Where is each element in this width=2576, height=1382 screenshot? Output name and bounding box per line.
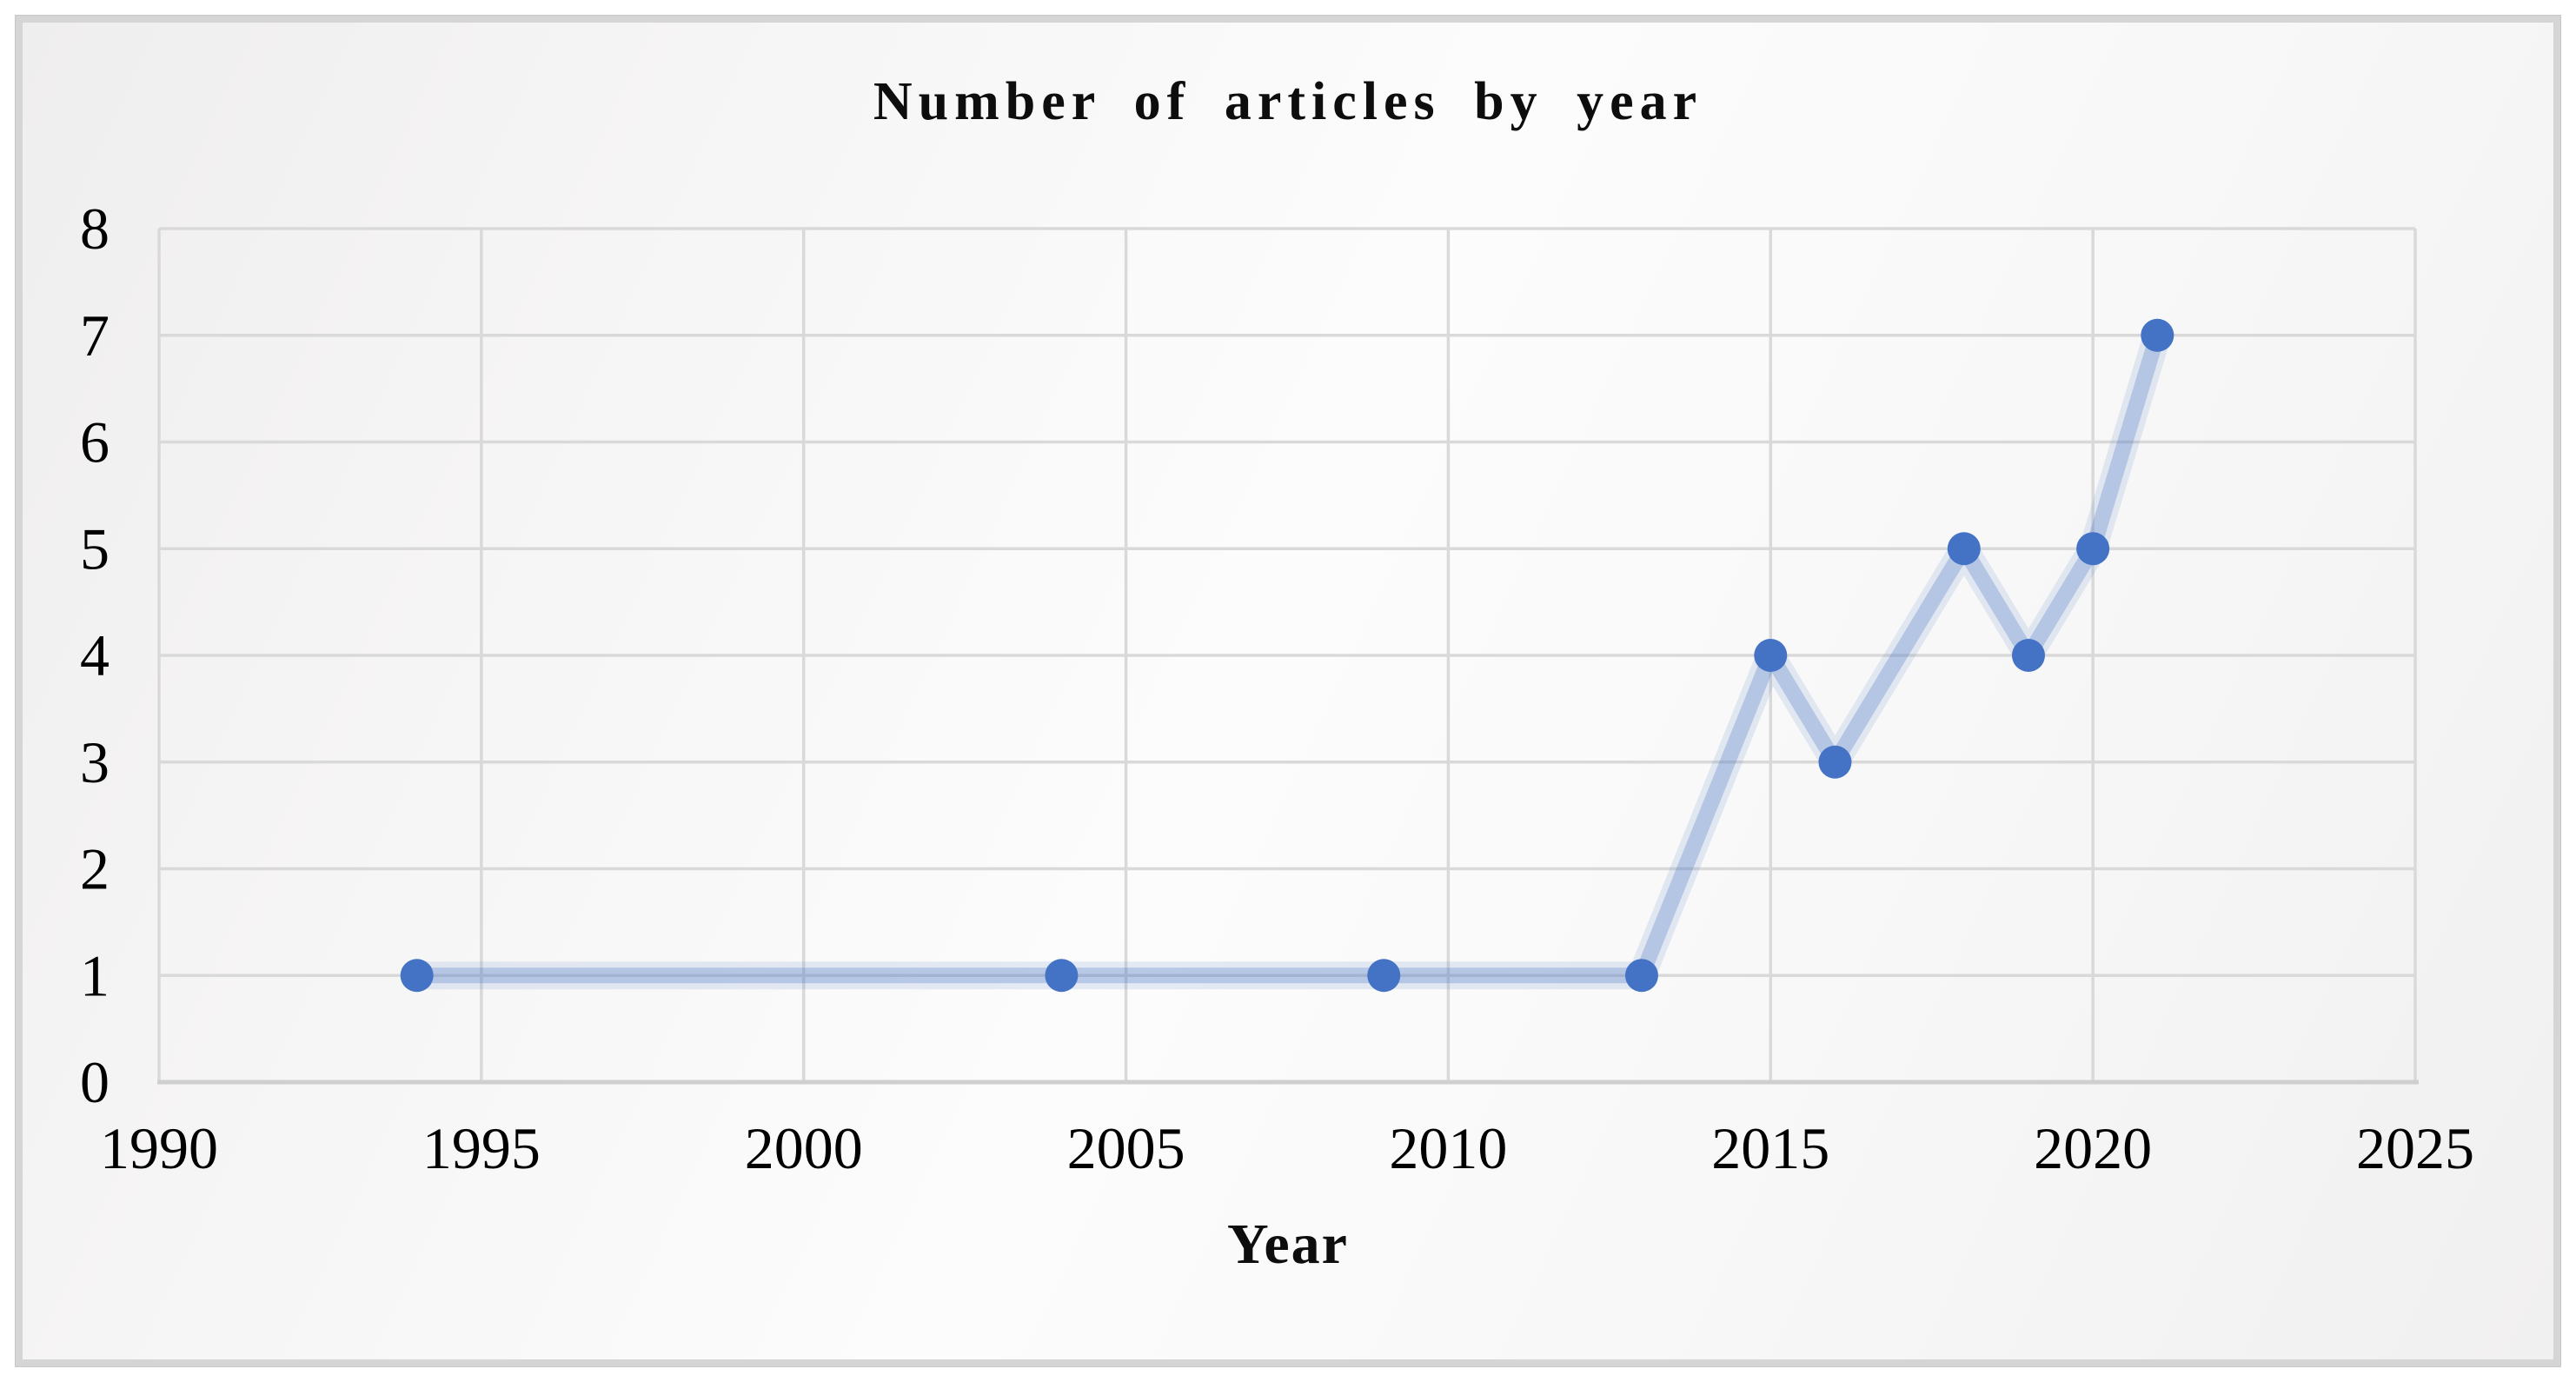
y-tick-label-6: 6 — [80, 409, 110, 475]
chart-title: Number of articles by year — [873, 72, 1703, 131]
x-tick-label-1995: 1995 — [422, 1115, 541, 1181]
y-tick-label-1: 1 — [80, 942, 110, 1008]
x-tick-label-2010: 2010 — [1389, 1115, 1507, 1181]
x-tick-label-2020: 2020 — [2034, 1115, 2152, 1181]
data-point-1994 — [400, 959, 434, 993]
data-point-2004 — [1045, 959, 1079, 993]
data-point-2019 — [2011, 639, 2045, 672]
plot-area: 1990 1995 2000 2005 2010 2015 2020 2025 0 1 2 3 4 5 6 7… — [80, 196, 2474, 1181]
x-tick-label-2025: 2025 — [2356, 1115, 2474, 1181]
data-point-2018 — [1947, 532, 1981, 566]
series-line — [408, 327, 2166, 984]
x-tick-label-1990: 1990 — [100, 1115, 218, 1181]
y-tick-label-0: 0 — [80, 1049, 110, 1115]
x-tick-label-2005: 2005 — [1067, 1115, 1185, 1181]
y-tick-label-3: 3 — [80, 729, 110, 795]
chart-canvas: 1990 1995 2000 2005 2010 2015 2020 2025 0 1 2 3 4 5 6 7… — [23, 23, 2553, 1359]
data-point-2016 — [1818, 745, 1852, 779]
data-point-2021 — [2141, 318, 2174, 352]
x-tick-label-2000: 2000 — [745, 1115, 863, 1181]
data-point-2020 — [2076, 532, 2110, 566]
data-point-2015 — [1754, 639, 1788, 672]
y-tick-label-8: 8 — [80, 196, 110, 262]
y-tick-label-2: 2 — [80, 836, 110, 902]
x-axis-title: Year — [1227, 1213, 1349, 1276]
data-point-2013 — [1624, 959, 1658, 993]
series-line-halo — [402, 321, 2172, 990]
chart-frame — [16, 16, 2560, 1366]
y-tick-label-5: 5 — [80, 515, 110, 581]
y-tick-label-4: 4 — [80, 622, 110, 688]
y-tick-label-7: 7 — [80, 302, 110, 369]
x-tick-label-2015: 2015 — [1711, 1115, 1829, 1181]
data-point-2009 — [1367, 959, 1401, 993]
